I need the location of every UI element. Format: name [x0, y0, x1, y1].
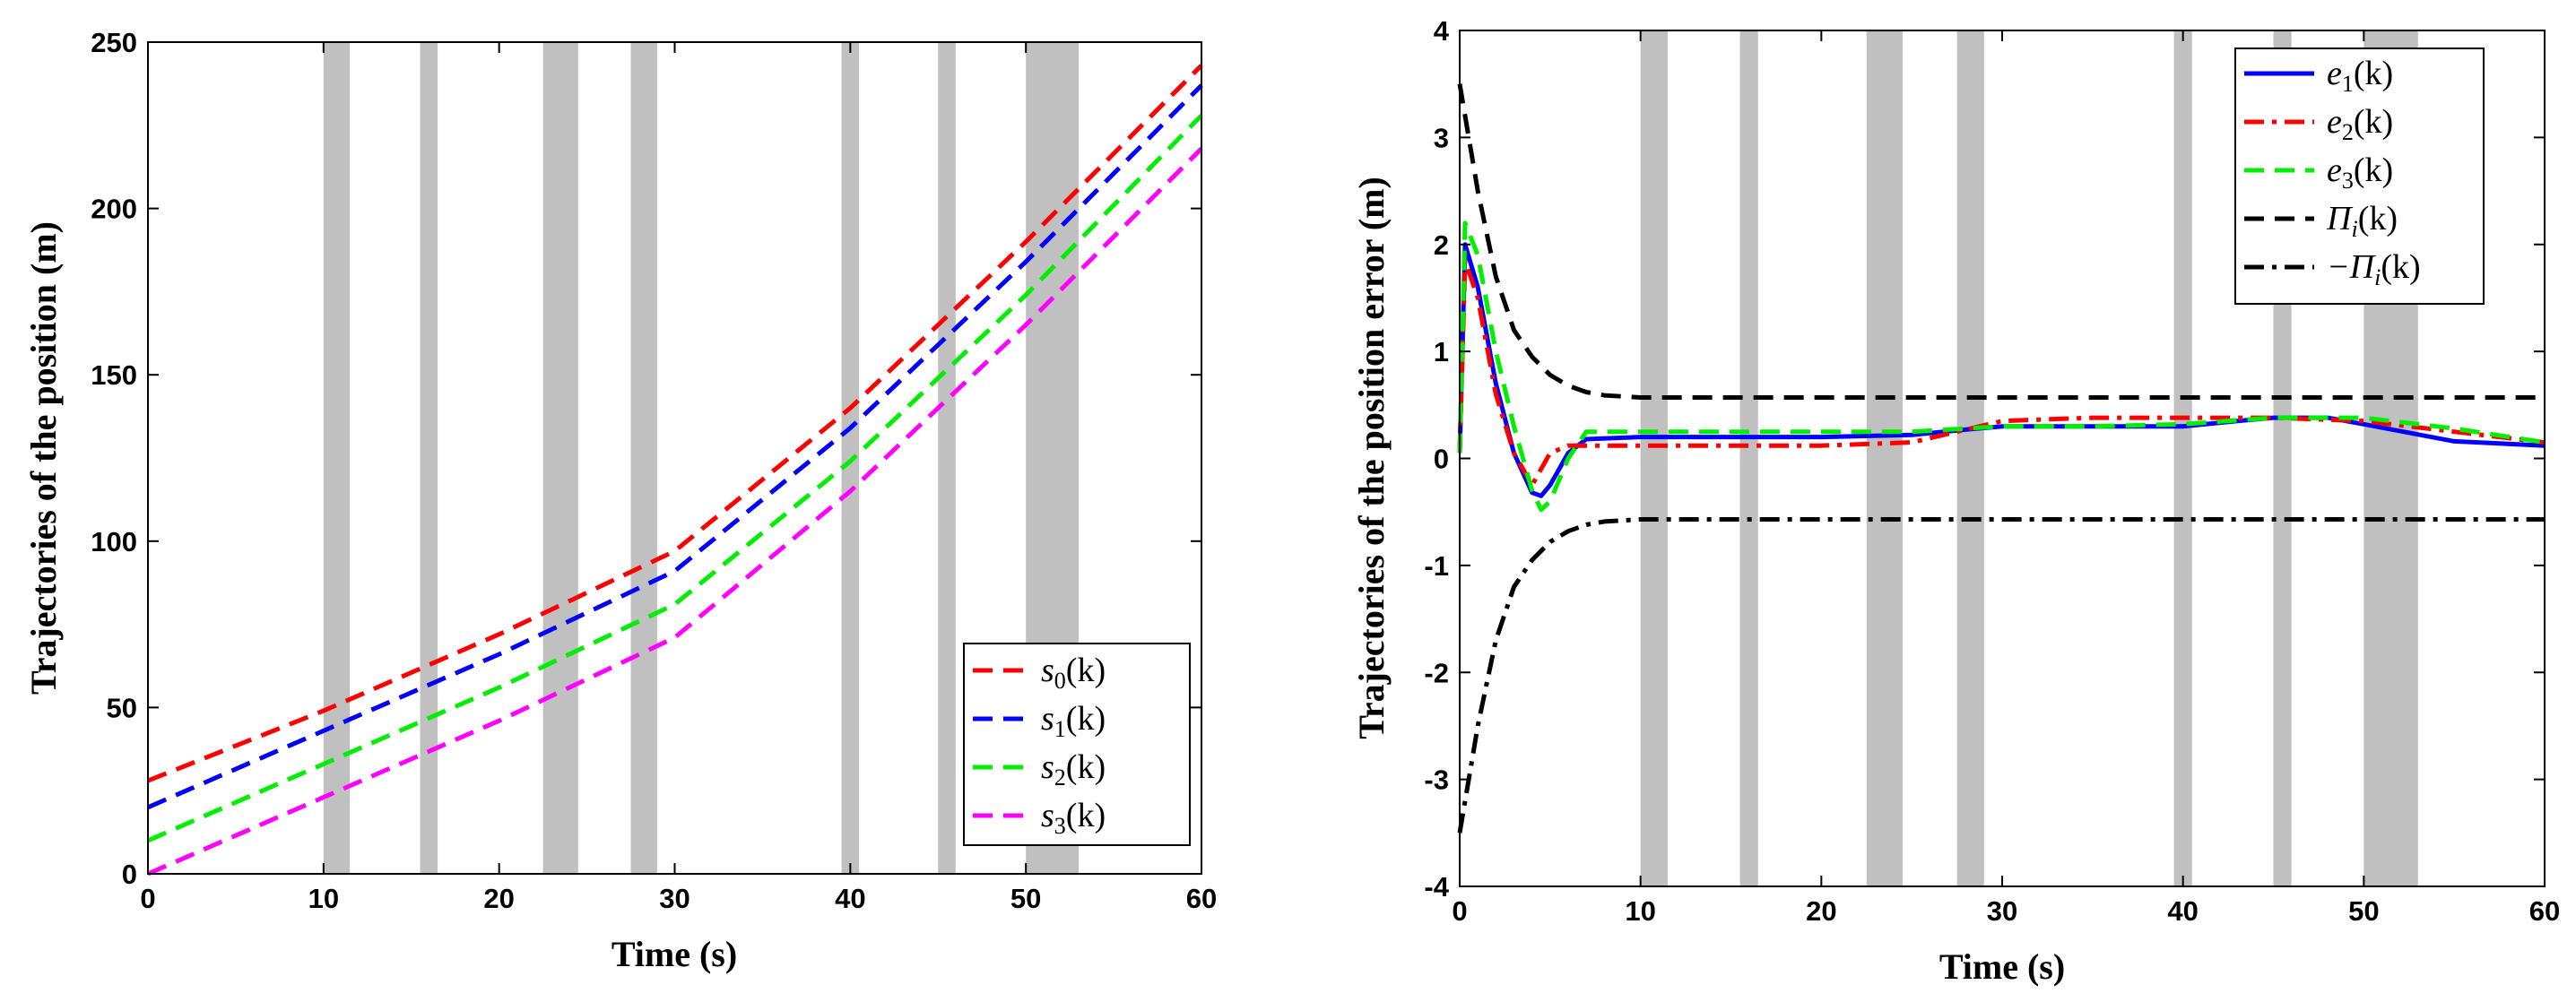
- tick-group-left: 0 10 20 30 40 50 60 0 50 100 150 200 250: [91, 27, 1217, 914]
- switching-shade-group-left: [323, 42, 1079, 874]
- legend-box-left: [963, 643, 1191, 846]
- shaded-interval-2: [1866, 30, 1904, 886]
- series-line-0: [147, 64, 1203, 783]
- series-group-left: [147, 64, 1203, 877]
- y-tick-label-3: -1: [1424, 550, 1449, 582]
- shaded-interval-3: [630, 42, 657, 874]
- x-axis-label-right: Time (s): [1939, 946, 2065, 987]
- x-tick-label-6: 60: [2529, 895, 2560, 927]
- position-trajectories-chart: 0 10 20 30 40 50 60 0 50 100 150 200 250 Time (s) Tr…: [23, 27, 1217, 974]
- y-tick-label-4: 200: [91, 194, 137, 225]
- x-axis-label-left: Time (s): [611, 934, 737, 974]
- shaded-interval-2: [542, 42, 578, 874]
- y-tick-label-0: -4: [1424, 871, 1449, 903]
- shaded-interval-1: [1739, 30, 1758, 886]
- y-tick-label-5: 1: [1434, 336, 1449, 367]
- series-line-4: [1457, 517, 2545, 834]
- x-tick-label-5: 50: [1010, 883, 1041, 914]
- legend-entries-right: e1(k) e2(k) e3(k) Πi(k) −Πi(k): [2244, 55, 2421, 290]
- shaded-interval-3: [1956, 30, 1984, 886]
- legend-label-1: s1(k): [1041, 700, 1106, 742]
- series-line-1: [147, 83, 1203, 810]
- x-tick-label-2: 20: [483, 883, 514, 914]
- y-tick-label-3: 150: [91, 359, 137, 391]
- series-line-2: [147, 113, 1203, 843]
- legend-label-4: −Πi(k): [2327, 248, 2421, 290]
- series-line-2: [1457, 220, 2546, 513]
- y-tick-label-4: 0: [1434, 444, 1449, 475]
- x-tick-label-3: 30: [659, 883, 690, 914]
- y-tick-label-5: 250: [91, 27, 137, 58]
- y-tick-label-2: -2: [1424, 657, 1449, 688]
- legend-label-2: e3(k): [2327, 151, 2393, 194]
- series-line-1: [1457, 258, 2546, 488]
- series-group-right: [1457, 83, 2546, 834]
- x-tick-label-6: 60: [1186, 883, 1217, 914]
- tick-group-right: 0 10 20 30 40 50 60 -4 -3 -2 -1 0 1 2 3 4: [1424, 15, 2560, 927]
- x-tick-label-0: 0: [1452, 895, 1467, 927]
- x-tick-label-5: 50: [2348, 895, 2379, 927]
- y-tick-label-6: 2: [1434, 229, 1449, 261]
- y-tick-label-8: 4: [1434, 15, 1450, 47]
- y-axis-label-right: Trajectories of the position error (m): [1351, 177, 1392, 739]
- legend-label-3: Πi(k): [2326, 200, 2398, 242]
- shaded-interval-5: [938, 42, 956, 874]
- x-tick-label-0: 0: [140, 883, 155, 914]
- legend-label-2: s2(k): [1041, 748, 1106, 790]
- y-tick-label-7: 3: [1434, 122, 1449, 153]
- x-tick-label-3: 30: [1987, 895, 2017, 927]
- legend-label-0: e1(k): [2327, 55, 2393, 97]
- position-error-chart: 0 10 20 30 40 50 60 -4 -3 -2 -1 0 1 2 3 4 Time (s) Traj…: [1351, 15, 2560, 987]
- x-tick-label-2: 20: [1806, 895, 1836, 927]
- shaded-interval-0: [1640, 30, 1668, 886]
- legend-right: e1(k) e2(k) e3(k) Πi(k) −Πi(k): [2234, 48, 2485, 305]
- shaded-interval-4: [2173, 30, 2192, 886]
- x-tick-label-1: 10: [1625, 895, 1655, 927]
- y-tick-label-0: 0: [122, 859, 137, 890]
- series-line-3: [147, 147, 1203, 877]
- x-tick-label-4: 40: [835, 883, 865, 914]
- series-line-3: [1457, 83, 2545, 400]
- legend-label-3: s3(k): [1041, 797, 1106, 839]
- legend-left: s0(k) s1(k) s2(k) s3(k): [963, 643, 1191, 846]
- y-tick-label-2: 100: [91, 526, 137, 557]
- legend-entries-left: s0(k) s1(k) s2(k) s3(k): [973, 652, 1106, 839]
- shaded-interval-4: [841, 42, 860, 874]
- legend-label-0: s0(k): [1041, 652, 1106, 694]
- shaded-interval-1: [420, 42, 438, 874]
- shaded-interval-0: [323, 42, 351, 874]
- x-tick-label-1: 10: [308, 883, 339, 914]
- x-tick-label-4: 40: [2167, 895, 2198, 927]
- legend-label-1: e2(k): [2327, 103, 2393, 145]
- y-tick-label-1: 50: [107, 692, 137, 723]
- y-axis-label-left: Trajectories of the position (m): [23, 221, 64, 695]
- legend-box-right: [2234, 48, 2485, 305]
- y-tick-label-1: -3: [1424, 764, 1449, 796]
